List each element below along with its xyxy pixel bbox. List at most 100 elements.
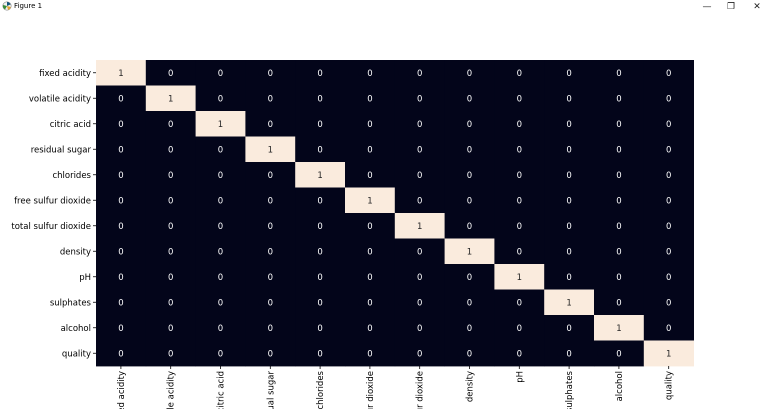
cell-annotation: 0: [268, 69, 273, 79]
heatmap-cell: [295, 136, 346, 163]
maximize-button[interactable]: ❐: [718, 0, 744, 13]
heatmap-cell: [494, 213, 545, 239]
cell-annotation: 0: [367, 298, 372, 308]
heatmap-cell: [394, 340, 445, 367]
cell-annotation: 0: [168, 171, 173, 181]
heatmap-cell: [643, 85, 694, 112]
heatmap-cell: [643, 187, 694, 214]
minimize-icon: —: [702, 1, 712, 12]
heatmap-cell: [444, 289, 495, 316]
cell-annotation: 0: [566, 120, 571, 130]
heatmap-cell: [444, 162, 495, 188]
heatmap-cell: [295, 60, 346, 86]
cell-annotation: 0: [467, 298, 472, 308]
heatmap-cell: [245, 136, 296, 163]
close-button[interactable]: ✕: [744, 0, 770, 13]
heatmap-cell: [594, 111, 645, 137]
y-tick-label: sulphates: [50, 298, 92, 308]
cell-annotation: 1: [317, 171, 322, 181]
heatmap-cell: [195, 238, 246, 265]
heatmap-cell: [96, 264, 147, 290]
heatmap-cell: [245, 162, 296, 188]
heatmap-cell: [394, 111, 445, 137]
cell-annotation: 0: [666, 145, 671, 155]
heatmap-cell: [195, 315, 246, 341]
heatmap-cell: [494, 289, 545, 316]
cell-annotation: 0: [367, 94, 372, 104]
cell-annotation: 0: [517, 247, 522, 257]
heatmap-cell: [643, 213, 694, 239]
y-tick-label: total sulfur dioxide: [11, 222, 91, 232]
cell-annotation: 0: [417, 120, 422, 130]
cell-annotation: 0: [417, 324, 422, 334]
y-tick-label: chlorides: [52, 171, 91, 181]
cell-annotation: 0: [317, 196, 322, 206]
cell-annotation: 0: [666, 69, 671, 79]
heatmap-cell: [195, 289, 246, 316]
heatmap-cell: [444, 60, 495, 86]
cell-annotation: 0: [616, 94, 621, 104]
heatmap-cell: [444, 85, 495, 112]
cell-annotation: 0: [566, 196, 571, 206]
heatmap-cell: [195, 85, 246, 112]
cell-annotation: 0: [616, 222, 621, 232]
cell-annotation: 0: [666, 120, 671, 130]
cell-annotation: 1: [467, 247, 472, 257]
y-tick-label: pH: [79, 273, 91, 283]
heatmap-cell: [594, 264, 645, 290]
heatmap-cell: [195, 111, 246, 137]
cell-annotation: 0: [417, 247, 422, 257]
heatmap-cell: [145, 238, 196, 265]
heatmap-cell: [96, 187, 147, 214]
heatmap-cell: [544, 213, 595, 239]
heatmap-cell: [245, 238, 296, 265]
y-tick-label: citric acid: [50, 120, 91, 130]
cell-annotation: 0: [168, 349, 173, 359]
cell-annotation: 0: [118, 120, 123, 130]
heatmap-cell: [643, 264, 694, 290]
cell-annotation: 0: [467, 349, 472, 359]
title-bar[interactable]: Figure 1 — ❐ ✕: [0, 0, 771, 13]
cell-annotation: 0: [118, 222, 123, 232]
cell-annotation: 0: [517, 94, 522, 104]
heatmap-cell: [295, 289, 346, 316]
cell-annotation: 0: [118, 247, 123, 257]
heatmap-cell: [643, 238, 694, 265]
cell-annotation: 0: [218, 171, 223, 181]
x-tick-label: citric acid: [217, 371, 227, 409]
cell-annotation: 0: [517, 145, 522, 155]
cell-annotation: 1: [118, 69, 123, 79]
heatmap-cell: [345, 60, 396, 86]
close-icon: ✕: [753, 1, 761, 12]
heatmap-cell: [544, 289, 595, 316]
heatmap-cell: [594, 213, 645, 239]
heatmap-cell: [444, 111, 495, 137]
heatmap-cell: [544, 340, 595, 367]
heatmap-cell: [245, 187, 296, 214]
cell-annotation: 0: [467, 145, 472, 155]
x-tick-label: le acidity: [167, 371, 177, 409]
y-tick-label: density: [60, 247, 91, 257]
cell-annotation: 0: [616, 298, 621, 308]
cell-annotation: 0: [517, 298, 522, 308]
cell-annotation: 0: [218, 247, 223, 257]
heatmap-cell: [345, 162, 396, 188]
heatmap-cell: [494, 162, 545, 188]
heatmap-cell: [145, 213, 196, 239]
cell-annotation: 0: [566, 145, 571, 155]
cell-annotation: 0: [517, 120, 522, 130]
cell-annotation: 0: [118, 145, 123, 155]
heatmap-cell: [643, 136, 694, 163]
heatmap-cell: [544, 85, 595, 112]
cell-annotation: 0: [367, 324, 372, 334]
cell-annotation: 0: [268, 324, 273, 334]
heatmap-cell: [145, 85, 196, 112]
cell-annotation: 0: [118, 298, 123, 308]
minimize-button[interactable]: —: [694, 0, 720, 13]
cell-annotation: 0: [168, 298, 173, 308]
cell-annotation: 1: [218, 120, 223, 130]
cell-annotation: 0: [317, 94, 322, 104]
heatmap-cell: [195, 340, 246, 367]
heatmap-cell: [96, 136, 147, 163]
cell-annotation: 0: [218, 145, 223, 155]
